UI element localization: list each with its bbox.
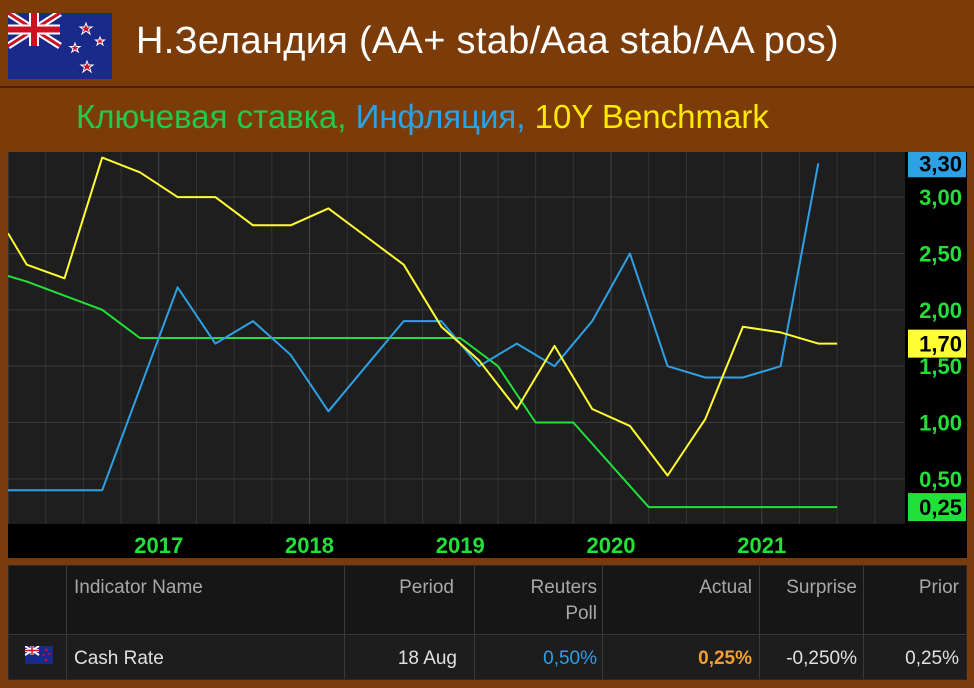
- last-value-tag-rate: [908, 493, 966, 522]
- y-tick-label: 1,00: [919, 411, 962, 436]
- last-value-tag-inflation: [908, 149, 966, 178]
- header: Н.Зеландия (AA+ stab/Aaa stab/AA pos): [0, 0, 974, 86]
- header-reuters-poll-line2[interactable]: Poll: [565, 603, 597, 624]
- col-divider: [602, 566, 603, 679]
- header-period[interactable]: Period: [399, 577, 454, 598]
- series-line-inflation: [8, 163, 820, 492]
- header-indicator-name[interactable]: Indicator Name: [74, 577, 203, 598]
- cell-surprise: -0,250%: [786, 648, 857, 669]
- series-line-rate: [7, 275, 838, 509]
- chart-svg: 0,50 1,00 1,50 2,00 2,50 3,00 2017 2018 2019 2020…: [7, 149, 967, 558]
- subtitle-benchmark: 10Y Benchmark: [534, 98, 769, 135]
- x-tick-label: 2017: [134, 533, 183, 558]
- y-tick-label: 2,00: [919, 298, 962, 323]
- col-divider: [344, 566, 345, 679]
- header-surprise[interactable]: Surprise: [786, 577, 857, 598]
- new-zealand-flag-icon: [8, 13, 112, 79]
- header-actual[interactable]: Actual: [699, 577, 752, 598]
- col-divider: [474, 566, 475, 679]
- col-divider: [759, 566, 760, 679]
- header-divider: [9, 634, 966, 635]
- y-tick-label: 0,50: [919, 467, 962, 492]
- header-reuters-poll-line1[interactable]: Reuters: [530, 577, 597, 598]
- col-divider: [66, 566, 67, 679]
- col-divider: [863, 566, 864, 679]
- subtitle-inflation: Инфляция,: [355, 98, 535, 135]
- chart: 0,50 1,00 1,50 2,00 2,50 3,00 2017 2018 2019 2020…: [7, 149, 967, 558]
- x-tick-label: 2019: [436, 533, 485, 558]
- x-tick-label: 2020: [587, 533, 636, 558]
- cell-reuters-poll: 0,50%: [543, 648, 597, 669]
- last-value-label-benchmark: 1,70: [919, 332, 962, 357]
- y-tick-label: 2,50: [919, 241, 962, 266]
- cell-actual: 0,25%: [698, 648, 752, 669]
- cell-period: 18 Aug: [397, 648, 457, 669]
- table-row-bg: [9, 636, 966, 679]
- cell-indicator-name[interactable]: Cash Rate: [74, 648, 164, 669]
- y-tick-label: 3,00: [919, 185, 962, 210]
- page-title: Н.Зеландия (AA+ stab/Aaa stab/AA pos): [136, 20, 839, 62]
- last-value-tag-benchmark: [908, 329, 966, 358]
- cell-prior: 0,25%: [905, 648, 959, 669]
- indicator-table: Indicator Name Period Reuters Poll Actua…: [8, 565, 967, 680]
- new-zealand-flag-icon: [25, 646, 53, 664]
- x-tick-label: 2021: [737, 533, 786, 558]
- last-value-label-rate: 0,25: [919, 495, 962, 520]
- header-prior[interactable]: Prior: [918, 577, 959, 598]
- subtitle-bar: [0, 86, 974, 152]
- chart-subtitle: Ключевая ставка, Инфляция, 10Y Benchmark: [76, 98, 769, 136]
- x-axis-strip: [8, 524, 967, 558]
- y-tick-label: 1,50: [919, 354, 962, 379]
- last-value-label-inflation: 3,30: [919, 152, 962, 176]
- subtitle-rate: Ключевая ставка,: [76, 98, 356, 135]
- series-line-benchmark: [7, 156, 838, 477]
- x-tick-label: 2018: [285, 533, 334, 558]
